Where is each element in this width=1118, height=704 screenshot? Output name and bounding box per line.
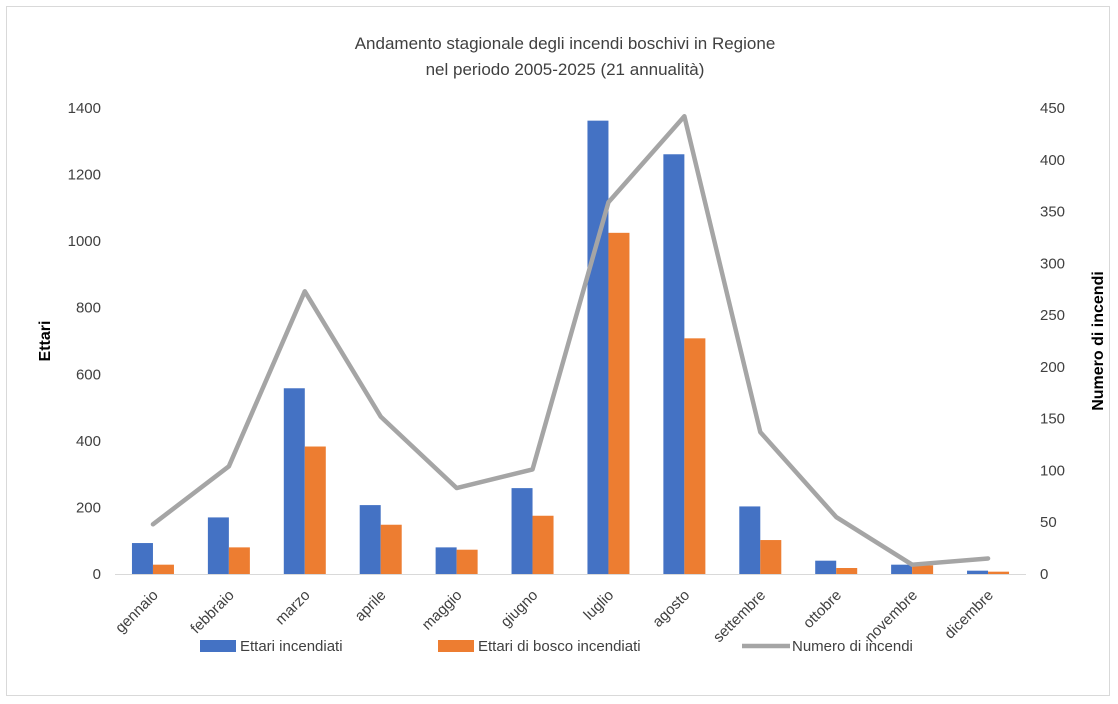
x-tick-label-giugno: giugno	[497, 587, 541, 631]
bar-ettari-incendiati-giugno	[511, 488, 533, 574]
y-left-tick-label: 1400	[68, 100, 101, 117]
y-right-tick-label: 450	[1040, 100, 1065, 117]
x-tick-label-settembre: settembre	[710, 587, 769, 646]
bar-ettari-incendiati-febbraio	[207, 517, 229, 574]
bar-ettari-bosco-aprile	[380, 524, 402, 574]
bar-ettari-bosco-febbraio	[228, 547, 250, 574]
chart-title-line-2: nel periodo 2005-2025 (21 annualità)	[426, 60, 705, 79]
x-tick-label-febbraio: febbraio	[187, 587, 237, 637]
y-right-tick-label: 300	[1040, 255, 1065, 272]
bar-ettari-bosco-maggio	[456, 549, 478, 574]
bar-ettari-bosco-gennaio	[152, 564, 174, 574]
bar-ettari-incendiati-novembre	[891, 564, 913, 574]
y-right-tick-label: 100	[1040, 462, 1065, 479]
bar-ettari-incendiati-settembre	[739, 506, 761, 574]
x-tick-label-luglio: luglio	[580, 587, 617, 624]
y-right-tick-label: 400	[1040, 152, 1065, 169]
y-left-tick-label: 800	[76, 300, 101, 317]
bar-ettari-incendiati-luglio	[587, 120, 609, 575]
bar-ettari-bosco-giugno	[532, 515, 554, 574]
bar-ettari-incendiati-agosto	[663, 154, 685, 574]
x-tick-label-dicembre: dicembre	[941, 587, 997, 643]
legend-label-0: Ettari incendiati	[240, 638, 343, 655]
x-tick-label-maggio: maggio	[419, 587, 466, 634]
bar-ettari-bosco-agosto	[684, 338, 706, 574]
bar-ettari-bosco-ottobre	[836, 568, 858, 574]
line-numero-di-incendi	[150, 114, 991, 567]
chart-title-line-1: Andamento stagionale degli incendi bosch…	[355, 34, 776, 53]
y-right-tick-label: 250	[1040, 307, 1065, 324]
bar-ettari-bosco-dicembre	[988, 571, 1010, 574]
chart-frame	[6, 6, 1110, 696]
y-axis-right-title: Numero di incendi	[1090, 271, 1107, 411]
bar-ettari-bosco-novembre	[912, 565, 934, 574]
y-right-tick-label: 200	[1040, 359, 1065, 376]
y-axis-left-title: Ettari	[37, 321, 54, 362]
y-left-tick-label: 400	[76, 433, 101, 450]
y-right-tick-label: 50	[1040, 514, 1057, 531]
bar-ettari-bosco-marzo	[304, 446, 326, 574]
bar-ettari-incendiati-aprile	[359, 505, 381, 574]
y-right-tick-label: 0	[1040, 566, 1048, 583]
y-left-tick-label: 600	[76, 366, 101, 383]
bar-ettari-incendiati-maggio	[435, 547, 457, 574]
y-right-tick-label: 150	[1040, 411, 1065, 428]
legend-label-1: Ettari di bosco incendiati	[478, 638, 641, 655]
plot-area: 0 200 400 600 800 1000 1200 1400 0 50 100 150 200 250…	[68, 100, 1065, 646]
bar-ettari-bosco-settembre	[760, 540, 782, 574]
bar-ettari-incendiati-dicembre	[967, 570, 989, 574]
y-left-tick-label: 0	[93, 566, 101, 583]
bar-ettari-incendiati-gennaio	[131, 543, 153, 574]
y-right-tick-label: 350	[1040, 204, 1065, 221]
legend-swatch-1	[438, 640, 474, 652]
y-left-tick-label: 1200	[68, 167, 101, 184]
legend: Ettari incendiati Ettari di bosco incendi…	[200, 638, 913, 655]
x-tick-label-marzo: marzo	[272, 587, 313, 628]
x-tick-label-ottobre: ottobre	[800, 587, 845, 632]
x-tick-label-aprile: aprile	[352, 587, 390, 625]
legend-label-2: Numero di incendi	[792, 638, 913, 655]
x-tick-label-agosto: agosto	[649, 587, 693, 631]
legend-swatch-0	[200, 640, 236, 652]
y-left-tick-label: 1000	[68, 233, 101, 250]
bar-ettari-incendiati-marzo	[283, 388, 305, 574]
y-left-tick-label: 200	[76, 499, 101, 516]
bar-ettari-bosco-luglio	[608, 232, 630, 575]
bar-ettari-incendiati-ottobre	[815, 560, 837, 574]
x-tick-label-gennaio: gennaio	[112, 587, 162, 637]
